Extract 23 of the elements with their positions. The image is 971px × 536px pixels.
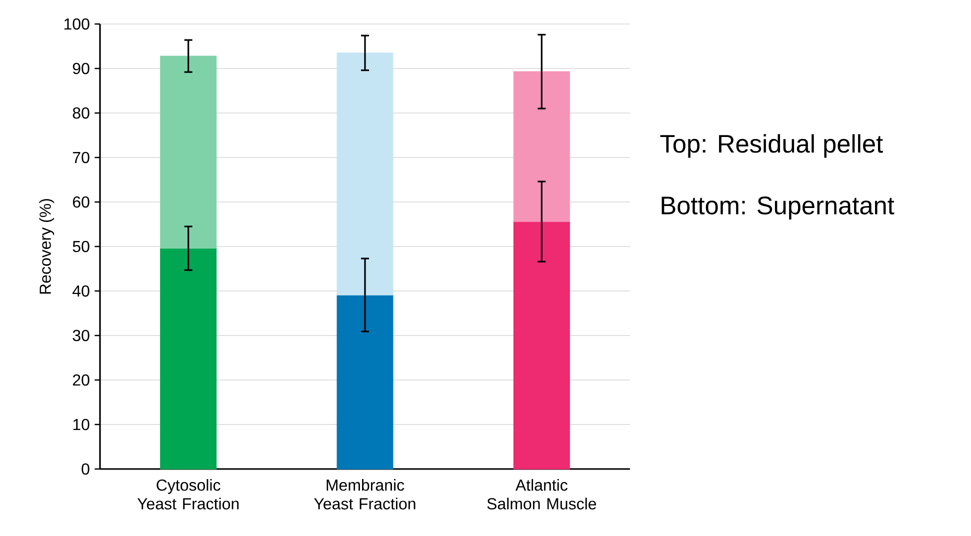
y-tick-label: 50 [72,240,90,252]
y-tick-label: 20 [72,374,90,386]
y-tick-label: 100 [64,18,90,30]
y-tick-label: 30 [72,330,90,342]
y-tick-label: 80 [72,107,90,119]
bar [160,248,217,470]
x-tick-label: Membranic Yeast Fraction [314,479,416,510]
y-tick-label: 10 [73,418,90,430]
text: Bottom: Supernatant [662,196,894,220]
x-tick-label: Atlantic Salmon Muscle [487,479,596,510]
bar [513,71,570,222]
bar [513,221,570,470]
bar [336,294,394,470]
text: Top: Residual pellet [660,134,883,158]
x-tick-label: Cytosolic Yeast Fraction [137,479,239,510]
y-tick-label: 60 [72,196,90,208]
y-tick-label: 90 [72,62,90,74]
y-tick-label: 70 [72,152,90,164]
y-tick-label: 0 [82,463,90,475]
y-tick-label: 40 [72,285,90,297]
bar [160,56,217,249]
y-axis-title: Recovery (%) [39,199,54,294]
bar [336,52,394,296]
